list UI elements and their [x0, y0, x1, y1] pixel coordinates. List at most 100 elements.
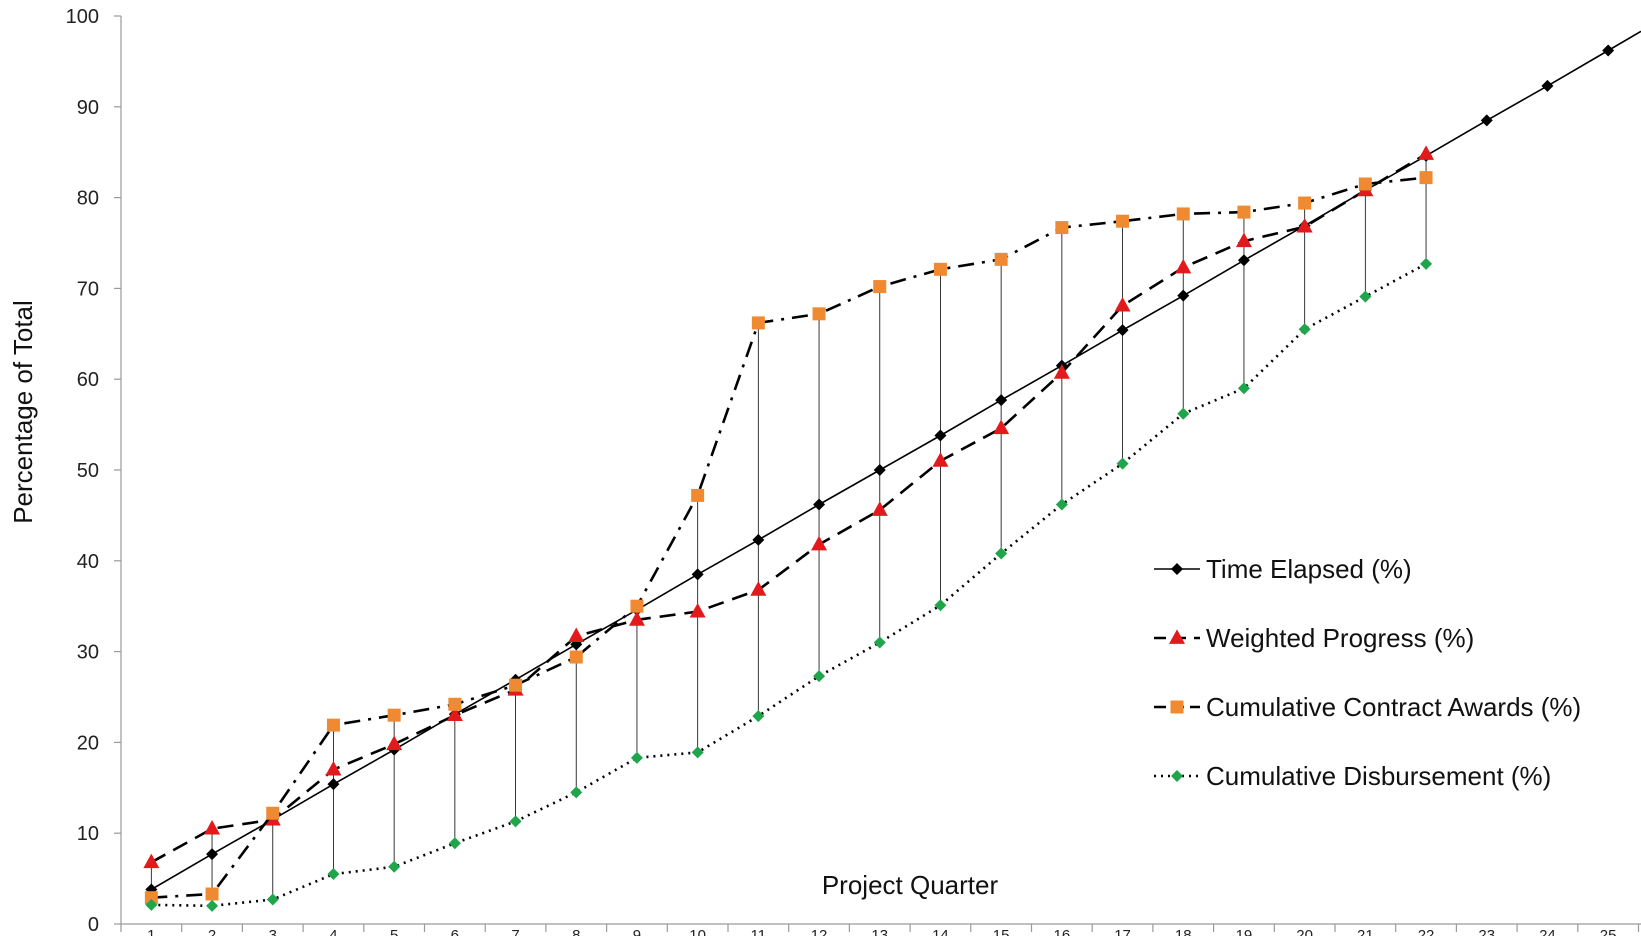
- legend: Time Elapsed (%) Weighted Progress (%) Cum…: [1154, 554, 1581, 791]
- y-tick-label: 50: [77, 460, 99, 482]
- data-point: [1420, 257, 1433, 270]
- data-point: [327, 868, 340, 881]
- data-point: [691, 488, 705, 502]
- y-tick-label: 70: [77, 278, 99, 300]
- data-point: [1116, 457, 1129, 470]
- data-point: [934, 599, 947, 612]
- data-point: [266, 893, 279, 906]
- data-point: [1235, 232, 1252, 248]
- x-tick-label: 4: [329, 927, 337, 936]
- data-point: [1298, 323, 1311, 336]
- data-point: [1116, 324, 1129, 337]
- y-axis-ticks: 0 10 20 30 40 50 60 70 80 90 100: [66, 6, 121, 936]
- data-point: [752, 710, 765, 723]
- data-point: [448, 697, 462, 711]
- data-point: [143, 853, 160, 869]
- x-axis-title: Project Quarter: [822, 870, 999, 900]
- data-point: [206, 848, 219, 861]
- x-tick-label: 25: [1600, 927, 1617, 936]
- data-point: [932, 452, 949, 467]
- data-point: [628, 611, 645, 626]
- x-tick-label: 7: [511, 927, 519, 936]
- x-tick-label: 15: [993, 927, 1010, 936]
- data-point: [811, 535, 828, 551]
- data-point: [325, 760, 342, 776]
- data-point: [994, 252, 1008, 266]
- legend-swatch-marker: [1169, 629, 1185, 644]
- data-point: [1177, 407, 1190, 420]
- x-tick-label: 2: [208, 927, 216, 936]
- x-tick-label: 19: [1236, 927, 1253, 936]
- data-point: [993, 419, 1010, 435]
- x-tick-label: 8: [572, 927, 580, 936]
- data-point: [933, 262, 947, 276]
- data-point: [570, 786, 583, 799]
- data-point: [1358, 177, 1372, 191]
- data-point: [326, 718, 340, 732]
- x-tick-label: 18: [1175, 927, 1192, 936]
- x-tick-label: 16: [1054, 927, 1071, 936]
- data-point: [1237, 382, 1250, 395]
- data-point: [1114, 296, 1131, 312]
- data-point: [630, 599, 644, 613]
- x-axis-ticks: 1 2 3 4 5 6 7 8 9 10 11 12 13 14 15 16 17 18 19 20 21 22 23 24 2…: [120, 924, 1640, 936]
- data-point: [1296, 217, 1313, 233]
- y-tick-label: 80: [77, 188, 99, 210]
- data-point: [1175, 258, 1192, 274]
- x-tick-label: 17: [1114, 927, 1131, 936]
- data-point: [204, 819, 221, 835]
- data-point: [327, 778, 340, 791]
- x-tick-label: 9: [633, 927, 641, 936]
- data-point: [1176, 207, 1190, 221]
- legend-label: Cumulative Disbursement (%): [1206, 761, 1551, 791]
- legend-item: Time Elapsed (%): [1154, 554, 1412, 584]
- series-2: [143, 145, 1435, 869]
- legend-swatch-marker: [1171, 770, 1183, 782]
- x-tick-label: 10: [689, 927, 706, 936]
- y-tick-label: 30: [77, 642, 99, 664]
- x-tick-label: 6: [451, 927, 459, 936]
- data-point: [873, 280, 887, 294]
- data-point: [934, 429, 947, 442]
- data-point: [448, 837, 461, 850]
- legend-item: Cumulative Disbursement (%): [1154, 761, 1551, 791]
- x-tick-label: 21: [1357, 927, 1374, 936]
- data-point: [691, 568, 704, 581]
- y-tick-label: 100: [66, 6, 99, 28]
- x-tick-label: 14: [932, 927, 949, 936]
- data-point: [1602, 44, 1615, 57]
- data-point: [1053, 364, 1070, 379]
- data-point: [1541, 79, 1554, 92]
- x-tick-label: 12: [811, 927, 828, 936]
- data-point: [813, 670, 826, 683]
- data-point: [1055, 221, 1069, 235]
- legend-label: Weighted Progress (%): [1206, 623, 1474, 653]
- data-point: [509, 678, 523, 692]
- series-3: [144, 171, 1433, 905]
- y-tick-label: 0: [88, 914, 99, 936]
- x-tick-label: 5: [390, 927, 398, 936]
- data-point: [750, 581, 767, 596]
- data-point: [1177, 289, 1190, 302]
- data-point: [144, 891, 158, 905]
- data-point: [266, 806, 280, 820]
- legend-label: Time Elapsed (%): [1206, 554, 1412, 584]
- x-tick-label: 11: [751, 927, 767, 936]
- data-point: [995, 394, 1008, 407]
- x-tick-label: 24: [1539, 927, 1556, 936]
- y-tick-label: 10: [77, 823, 99, 845]
- series-4: [145, 257, 1433, 912]
- y-tick-label: 40: [77, 551, 99, 573]
- x-tick-label: 20: [1296, 927, 1313, 936]
- data-point: [1055, 498, 1068, 511]
- legend-swatch-marker: [1170, 700, 1184, 714]
- y-tick-label: 20: [77, 732, 99, 754]
- y-axis-title: Percentage of Total: [8, 300, 38, 524]
- data-point: [689, 602, 706, 618]
- data-point: [1418, 145, 1435, 160]
- data-point: [386, 735, 403, 751]
- x-tick-label: 3: [269, 927, 277, 936]
- data-point: [1298, 196, 1312, 210]
- data-point: [1359, 290, 1372, 303]
- data-point: [205, 887, 219, 901]
